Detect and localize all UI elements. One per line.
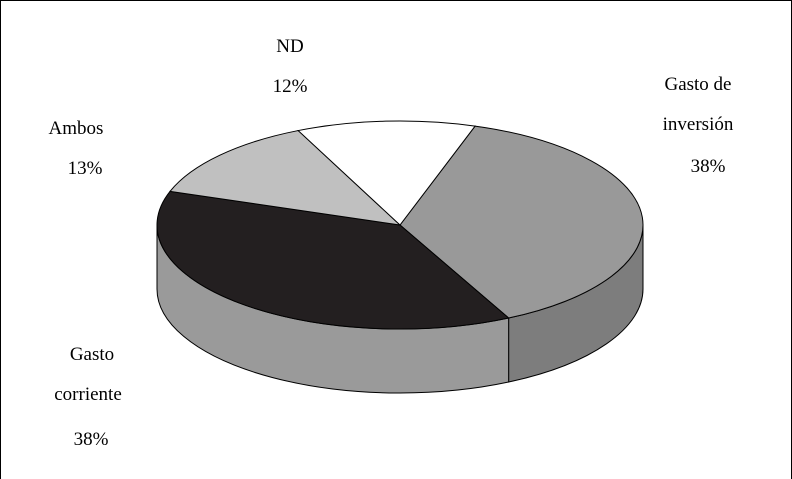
- slice-percent-nd: 12%: [273, 76, 308, 97]
- pie-top: [156, 120, 644, 330]
- slice-label-nd: ND: [276, 36, 303, 57]
- pie-slice-3: [297, 120, 477, 226]
- slice-label-inversion-line2: inversión: [663, 114, 734, 135]
- pie-slice-1: [156, 190, 510, 330]
- slice-label-ambos: Ambos: [49, 118, 104, 139]
- slice-label-corriente-line2: corriente: [54, 384, 122, 405]
- slice-percent-ambos: 13%: [68, 158, 103, 179]
- slice-percent-inversion: 38%: [691, 156, 726, 177]
- slice-label-inversion-line1: Gasto de: [664, 74, 731, 95]
- pie-slice-2: [169, 130, 402, 226]
- slice-percent-corriente: 38%: [74, 429, 109, 450]
- slice-label-corriente-line1: Gasto: [70, 344, 114, 365]
- pie-slice-0: [399, 125, 644, 319]
